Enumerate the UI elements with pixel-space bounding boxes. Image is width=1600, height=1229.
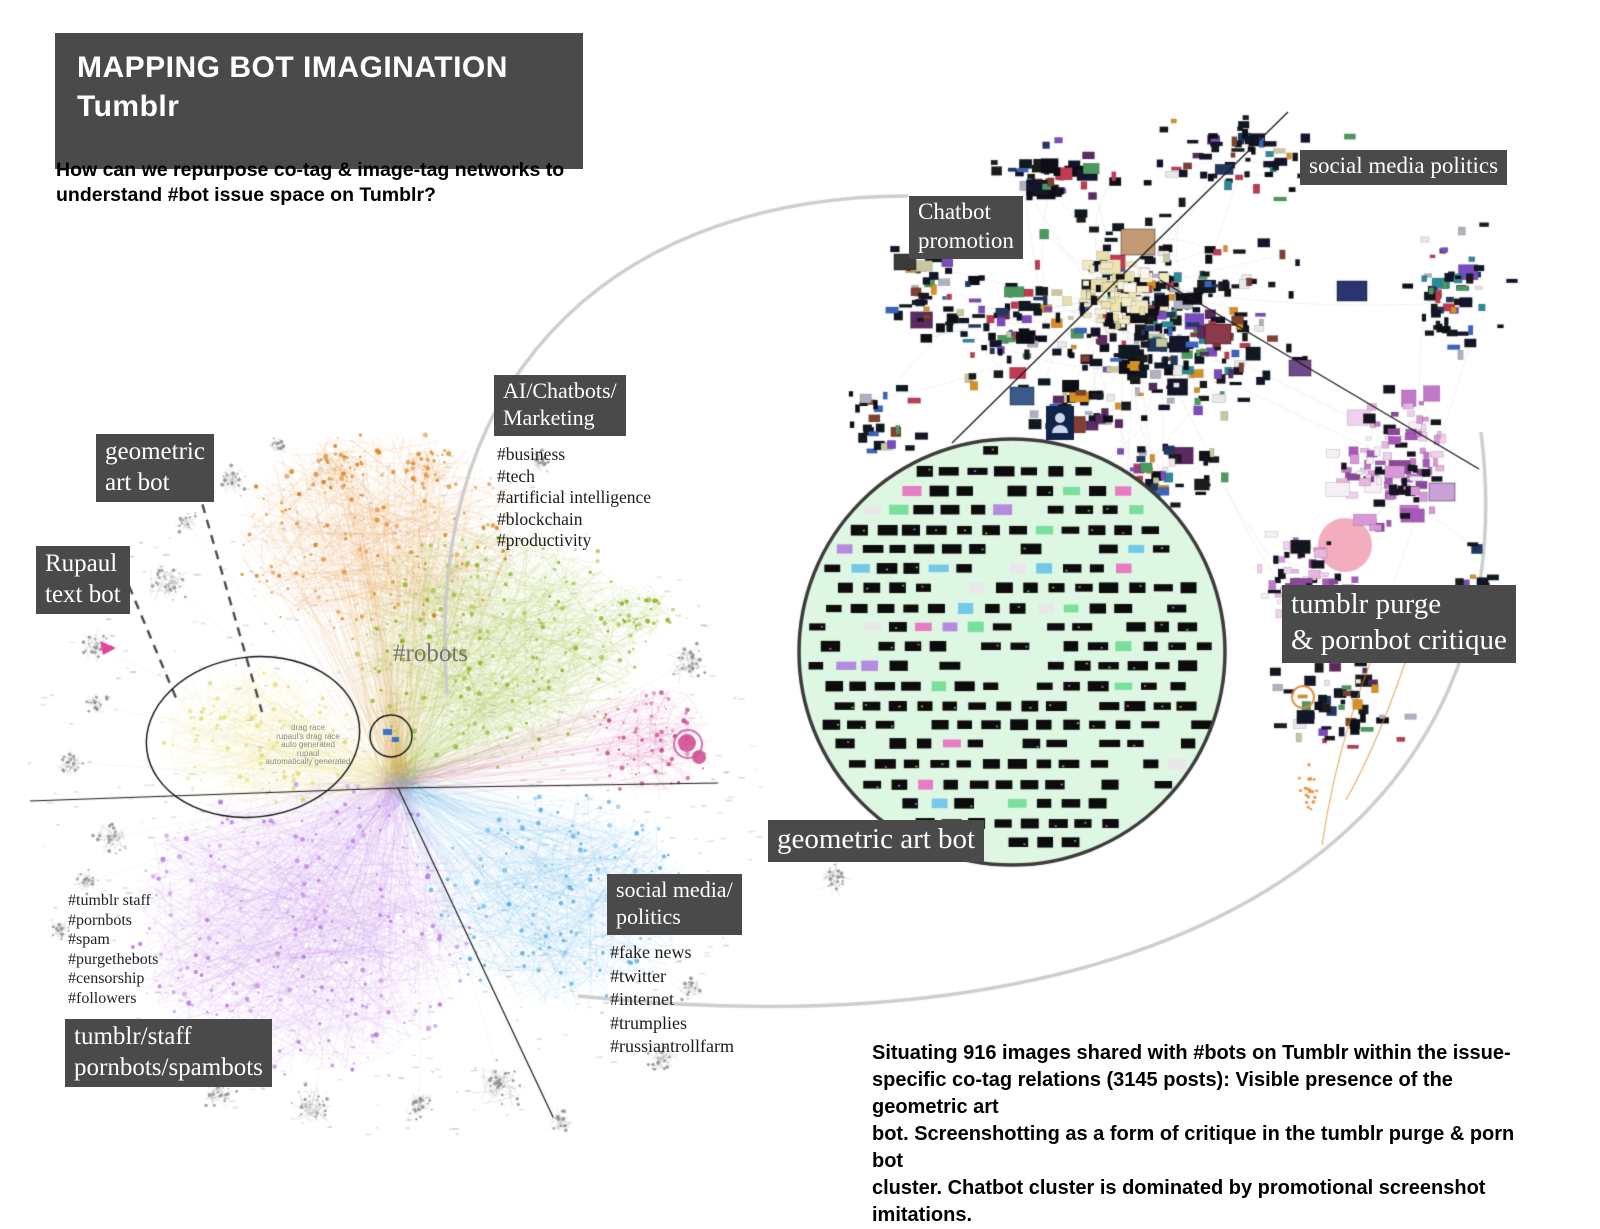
label-line: promotion	[918, 227, 1014, 253]
label-line: & pornbot critique	[1291, 623, 1507, 656]
tag: #purgethebots	[68, 950, 159, 968]
tag: #tech	[497, 465, 535, 486]
micro-label: rupaul	[296, 748, 320, 758]
label-geometric-art-bot-zoom: geometric art bot	[768, 820, 985, 862]
micro-label: automatically generated	[265, 757, 351, 766]
micro-label: drag race	[291, 723, 325, 732]
label-tumblr-purge-pornbot-critique: tumblr purge & pornbot critique	[1282, 585, 1516, 663]
caption-line: cluster. Chatbot cluster is dominated by…	[872, 1177, 1486, 1226]
tag: #blockchain	[497, 508, 583, 529]
label-line: AI/Chatbots/	[503, 378, 617, 403]
label-rupaul-text-bot: Rupaul text bot	[36, 546, 130, 614]
label-geometric-art-bot: geometric art bot	[96, 434, 214, 502]
caption-line: specific co-tag relations (3145 posts): …	[872, 1069, 1453, 1118]
tag: #pornbots	[68, 911, 132, 929]
tag: #artificial intelligence	[497, 487, 652, 507]
tag: #followers	[68, 989, 137, 1007]
taglist-ai-chatbots-marketing: #business #tech #artificial intelligence…	[497, 444, 651, 552]
tag: #spam	[68, 931, 110, 948]
tag: #tumblr staff	[68, 892, 151, 909]
label-ai-chatbots-marketing: AI/Chatbots/ Marketing	[494, 375, 626, 436]
label-tumblr-staff-pornbots-spambots: tumblr/staff pornbots/spambots	[65, 1019, 272, 1087]
label-line: tumblr purge	[1291, 588, 1442, 620]
tag: #productivity	[497, 530, 592, 550]
micro-labels-rupaul-cluster: drag race rupaul's drag race auto genera…	[248, 723, 368, 767]
tag: #censorship	[68, 970, 145, 987]
caption-line: bot. Screenshotting as a form of critiqu…	[872, 1123, 1515, 1172]
label-robots-hub: #robots	[393, 640, 468, 667]
question-line-2: understand #bot issue space on Tumblr?	[56, 184, 436, 206]
label-social-media-politics-left: social media/ politics	[607, 874, 742, 935]
label-line: text bot	[45, 581, 121, 608]
tag: #business	[497, 444, 566, 464]
title-block: MAPPING BOT IMAGINATION Tumblr	[55, 33, 583, 169]
tag: #twitter	[610, 965, 666, 986]
label-line: geometric	[105, 438, 205, 465]
label-social-media-politics-right: social media politics	[1300, 150, 1508, 185]
research-question: How can we repurpose co-tag & image-tag …	[56, 158, 564, 208]
caption-line: Situating 916 images shared with #bots o…	[872, 1042, 1511, 1064]
label-chatbot-promotion: Chatbot promotion	[909, 196, 1023, 260]
taglist-social-media-politics: #fake news #twitter #internet #trumplies…	[610, 941, 734, 1059]
label-line: art bot	[105, 469, 170, 496]
caption: Situating 916 images shared with #bots o…	[872, 1040, 1532, 1229]
tag: #russiantrollfarm	[610, 1036, 734, 1056]
label-line: social media/	[616, 877, 733, 902]
tag: #fake news	[610, 942, 692, 962]
label-line: politics	[616, 904, 681, 930]
micro-label: auto generated	[281, 740, 335, 749]
title-line-1: MAPPING BOT IMAGINATION	[77, 51, 508, 84]
tag: #trumplies	[610, 1012, 687, 1033]
label-line: Marketing	[503, 405, 595, 431]
question-line-1: How can we repurpose co-tag & image-tag …	[56, 159, 565, 181]
label-line: tumblr/staff	[74, 1023, 192, 1050]
label-line: Rupaul	[45, 550, 118, 577]
tag: #internet	[610, 989, 674, 1009]
label-line: pornbots/spambots	[74, 1054, 263, 1081]
title-line-2: Tumblr	[77, 90, 180, 123]
taglist-tumblr-staff: #tumblr staff #pornbots #spam #purgetheb…	[68, 891, 158, 1008]
label-line: Chatbot	[918, 199, 991, 224]
micro-label: rupaul's drag race	[276, 731, 340, 741]
